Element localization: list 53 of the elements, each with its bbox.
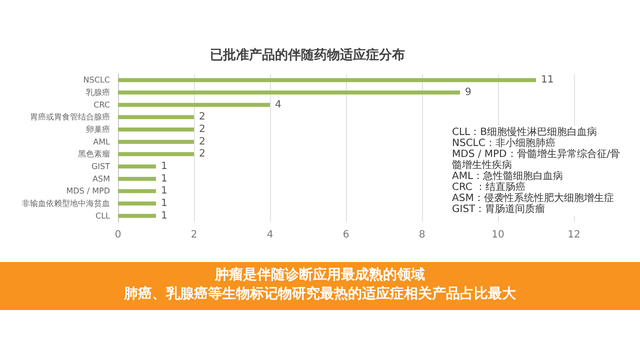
- x-tick-label: 4: [266, 230, 274, 240]
- bar: [118, 115, 194, 120]
- bar: [118, 90, 460, 94]
- y-tick-label: 卵巢癌: [86, 125, 110, 134]
- data-label: 1: [161, 173, 168, 184]
- data-label: 1: [161, 161, 168, 172]
- bar: [118, 189, 156, 194]
- data-label: 11: [541, 74, 554, 86]
- data-label: 4: [275, 99, 282, 110]
- chart-title: 已批准产品的伴随药物适应症分布: [210, 47, 405, 63]
- y-tick-label: 黑色素瘤: [78, 150, 110, 159]
- annotation: ASM：侵袭性系统性肥大细胞增生症: [452, 192, 614, 204]
- annotation: AML：急性髓细胞白血病: [452, 170, 564, 182]
- annotation: CLL：B细胞慢性淋巴细胞白血病: [452, 126, 597, 138]
- annotation: GIST：胃肠道间质瘤: [452, 203, 546, 215]
- data-label: 2: [199, 148, 206, 160]
- y-tick-label: ASM: [92, 174, 110, 184]
- annotation: CRC ：结直肠癌: [452, 181, 526, 193]
- bar: [118, 164, 156, 168]
- bar: [118, 176, 156, 181]
- bar: [118, 128, 194, 132]
- bar: [118, 78, 536, 82]
- data-label: 1: [161, 186, 168, 197]
- y-tick-label: AML: [93, 137, 111, 146]
- y-tick-label: 胃癌或胃食管结合腺癌: [30, 112, 110, 122]
- y-tick-label: CRC: [94, 100, 110, 110]
- x-tick-label: 10: [492, 230, 504, 240]
- annotation: NSCLC：非小细胞肺癌: [452, 137, 556, 149]
- bar: [118, 102, 270, 107]
- data-label: 2: [199, 112, 206, 123]
- bar: [118, 202, 156, 206]
- data-label: 2: [199, 124, 206, 135]
- x-tick-label: 12: [568, 230, 580, 240]
- y-tick-label: 非输血依赖型地中海贫血: [22, 199, 110, 208]
- y-tick-label: NSCLC: [83, 76, 110, 85]
- y-tick-label: MDS / MPD: [66, 186, 110, 196]
- x-tick-label: 8: [418, 230, 426, 240]
- data-label: 1: [161, 198, 168, 209]
- text: 肿瘤是伴随诊断应用最成熟的领域: [214, 266, 425, 283]
- data-label: 2: [199, 136, 206, 148]
- data-label: 1: [161, 210, 168, 222]
- y-tick-label: 乳腺癌: [86, 88, 110, 97]
- text: 肺癌、乳腺癌等生物标记物研究最热的适应症相关产品占比最大: [123, 285, 517, 302]
- bar: [118, 140, 194, 144]
- x-tick-label: 6: [342, 230, 350, 240]
- x-tick-label: 0: [114, 230, 122, 240]
- annotation: MDS / MPD：骨髓增生异常综合征/骨髓增生性疾病: [452, 148, 620, 171]
- data-label: 9: [465, 87, 472, 98]
- x-tick-label: 2: [190, 230, 198, 240]
- y-tick-label: GIST: [91, 162, 110, 171]
- bar: [118, 214, 156, 218]
- bar: [118, 152, 194, 156]
- y-tick-label: CLL: [96, 211, 111, 220]
